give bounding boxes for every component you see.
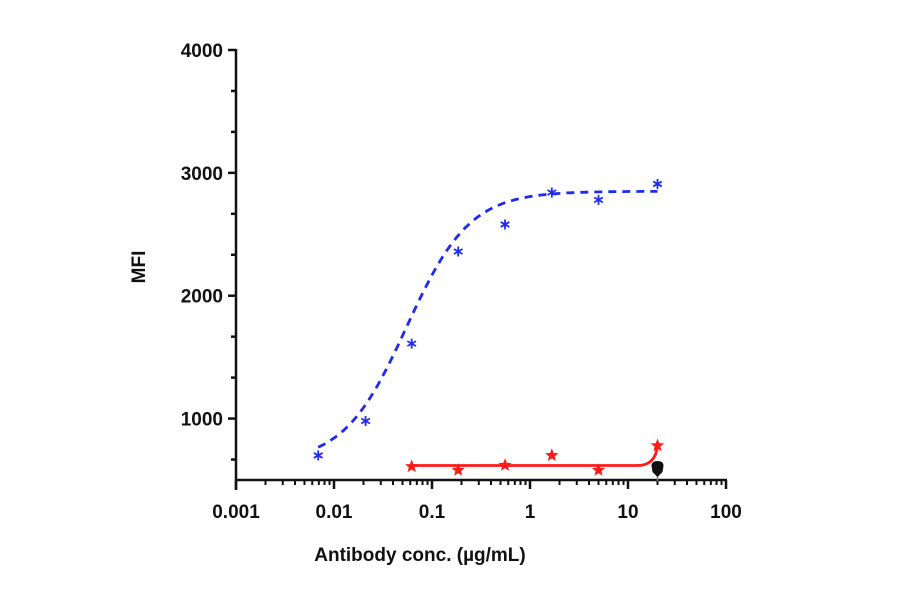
fit-line xyxy=(411,445,659,467)
star-marker xyxy=(591,463,606,476)
series-blue xyxy=(313,178,663,461)
x-tick-label: 0.001 xyxy=(212,502,260,523)
series-black xyxy=(651,460,664,481)
asterisk-marker xyxy=(453,246,463,257)
star-marker xyxy=(650,438,665,452)
asterisk-marker xyxy=(406,338,417,349)
asterisk-marker xyxy=(593,194,604,205)
y-tick-label: 2000 xyxy=(181,287,223,308)
plot-area xyxy=(313,178,665,481)
y-axis: 1000 2000 3000 4000 xyxy=(181,41,238,490)
asterisk-marker xyxy=(547,187,557,198)
y-tick-label: 3000 xyxy=(181,164,223,185)
y-tick-label: 4000 xyxy=(181,41,223,62)
asterisk-marker xyxy=(313,450,323,461)
y-tick-label: 1000 xyxy=(181,410,223,431)
x-tick-label: 0.1 xyxy=(419,502,446,523)
x-tick-label: 0.01 xyxy=(316,502,353,523)
asterisk-marker xyxy=(360,416,371,427)
asterisk-marker xyxy=(652,178,663,189)
x-tick-label: 1 xyxy=(525,502,536,523)
star-marker xyxy=(451,463,465,476)
shield-marker xyxy=(651,460,664,477)
x-tick-label: 10 xyxy=(617,502,638,523)
y-axis-title: MFI xyxy=(129,251,150,284)
star-marker xyxy=(405,459,419,473)
x-tick-label: 100 xyxy=(710,502,742,523)
x-axis-title: Antibody conc. (µg/mL) xyxy=(314,545,526,566)
fit-curve xyxy=(317,190,658,449)
star-marker xyxy=(498,458,512,471)
x-axis: 0.001 0.01 0.1 1 10 100 xyxy=(212,478,742,523)
asterisk-marker xyxy=(500,219,510,230)
star-marker xyxy=(545,448,559,462)
series-red xyxy=(405,438,665,476)
